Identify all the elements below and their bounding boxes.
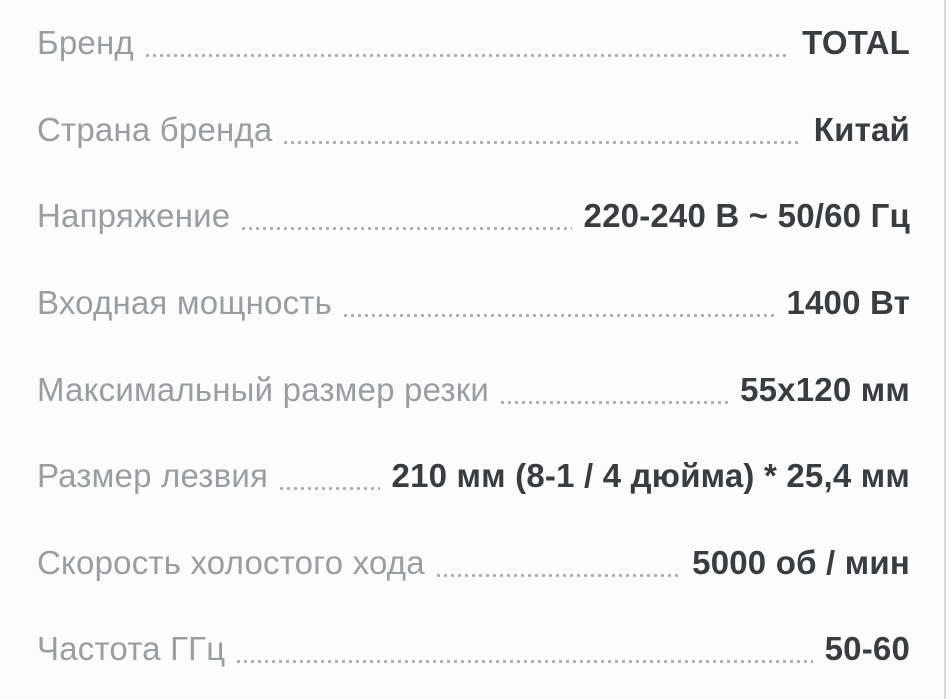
spec-row-blade-size: Размер лезвия 210 мм (8-1 / 4 дюйма) * 2… (37, 435, 910, 522)
right-edge-divider (944, 0, 946, 699)
spec-value: 210 мм (8-1 / 4 дюйма) * 25,4 мм (391, 457, 910, 495)
spec-row-voltage: Напряжение 220-240 В ~ 50/60 Гц (37, 175, 910, 262)
dotted-leader (499, 399, 729, 405)
spec-value: 5000 об / мин (692, 543, 910, 581)
spec-value: TOTAL (802, 24, 910, 61)
spec-label: Размер лезвия (37, 457, 269, 495)
dotted-leader (434, 572, 681, 578)
spec-value: 1400 Вт (786, 283, 910, 321)
dotted-leader (282, 139, 802, 145)
spec-row-brand: Бренд TOTAL (37, 2, 910, 89)
spec-row-input-power: Входная мощность 1400 Вт (37, 262, 910, 349)
spec-label: Максимальный размер резки (37, 370, 489, 408)
dotted-leader (143, 53, 791, 58)
spec-value: 50-60 (824, 630, 910, 668)
spec-row-max-cut-size: Максимальный размер резки 55х120 мм (37, 349, 910, 436)
spec-label: Скорость холостого хода (37, 543, 425, 581)
spec-value: 220-240 В ~ 50/60 Гц (583, 197, 910, 235)
spec-row-brand-country: Страна бренда Китай (37, 89, 910, 176)
spec-value: Китай (813, 110, 910, 148)
spec-label: Страна бренда (37, 110, 273, 148)
dotted-leader (342, 312, 775, 318)
dotted-leader (235, 659, 813, 665)
spec-label: Напряжение (37, 197, 231, 235)
spec-row-no-load-speed: Скорость холостого хода 5000 об / мин (37, 522, 910, 609)
spec-label: Входная мощность (37, 283, 333, 321)
spec-value: 55х120 мм (740, 370, 910, 408)
spec-label: Частота ГГц (37, 630, 226, 668)
spec-row-frequency: Частота ГГц 50-60 (37, 608, 910, 695)
spec-label: Бренд (37, 24, 134, 61)
dotted-leader (278, 486, 380, 492)
dotted-leader (240, 226, 572, 232)
